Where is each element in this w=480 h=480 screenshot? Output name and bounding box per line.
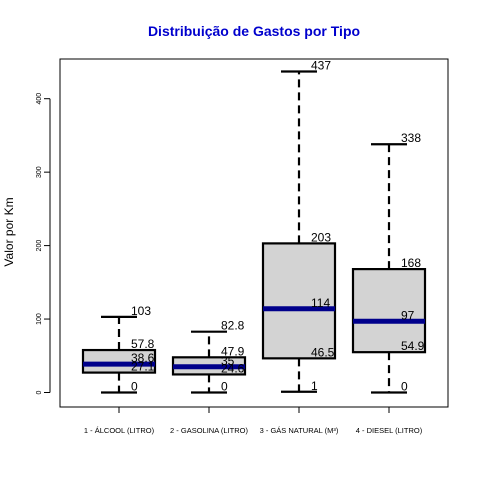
value-label-max: 338 [401,131,421,145]
x-tick-label-1: 2 - GASOLINA (LITRO) [170,426,248,435]
y-axis: 0 100 200 300 400 [36,93,50,395]
value-label-median: 114 [311,296,330,310]
value-label-q1: 24.6 [221,361,245,375]
value-label-q1: 46.5 [311,345,335,359]
value-label-q3: 203 [311,230,331,244]
value-label-q1: 27.1 [131,360,155,374]
value-label-median: 97 [401,308,415,322]
value-label-max: 103 [131,304,151,318]
value-label-q3: 57.8 [131,337,155,351]
value-label-min: 0 [401,380,408,394]
boxes-group: 10357.838.627.1082.847.93524.60437203114… [83,59,425,394]
y-tick-label-0: 0 [36,390,43,394]
x-axis: 1 - ÁLCOOL (LITRO) 2 - GASOLINA (LITRO) 3 … [84,407,423,435]
y-tick-label-3: 300 [36,166,43,178]
value-label-min: 0 [221,380,228,394]
x-tick-label-3: 4 - DIESEL (LITRO) [356,426,423,435]
value-label-min: 0 [131,380,138,394]
value-label-q1: 54.9 [401,339,425,353]
box-3: 437 203 114 46.5 1 [263,59,335,393]
y-axis-label: Valor por Km [2,197,16,266]
x-tick-label-0: 1 - ÁLCOOL (LITRO) [84,426,155,435]
value-label-q3: 168 [401,256,421,270]
y-tick-label-2: 200 [36,240,43,252]
value-label-max: 437 [311,59,331,73]
chart-title: Distribuição de Gastos por Tipo [148,23,360,39]
value-label-max: 82.8 [221,319,245,333]
box-4: 338 168 97 54.9 0 [353,131,425,393]
y-tick-label-1: 100 [36,313,43,325]
value-label-min: 1 [311,379,318,393]
x-tick-label-2: 3 - GÁS NATURAL (M³) [260,426,339,435]
y-tick-label-4: 400 [36,93,43,105]
